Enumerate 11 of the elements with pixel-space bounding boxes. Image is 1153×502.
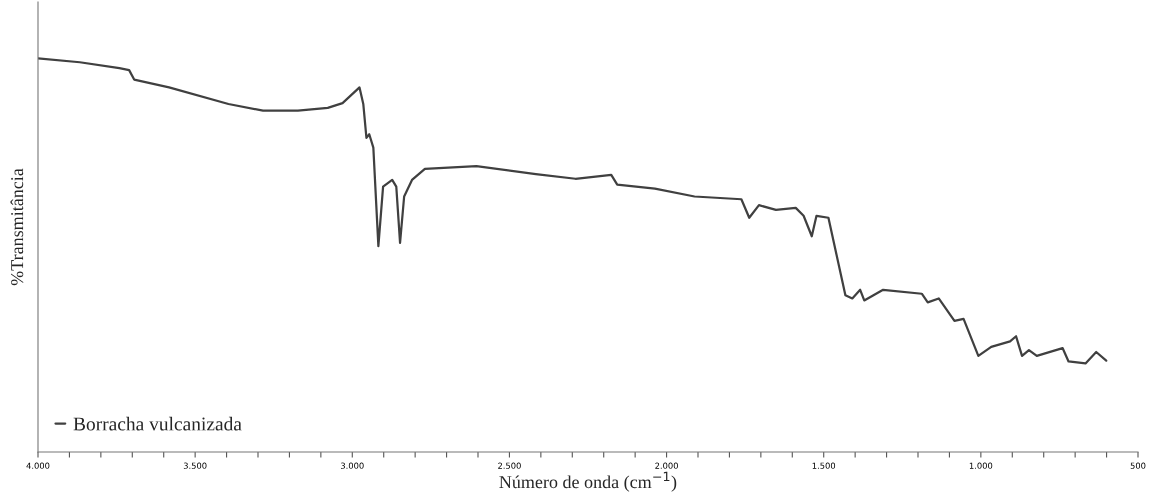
x-tick-label: 500 [1130,462,1146,469]
x-tick-label: 4.000 [26,462,50,469]
legend-label: Borracha vulcanizada [73,416,242,431]
x-tick-label: 2.000 [655,462,678,469]
x-tick-label: 3.000 [340,462,364,469]
y-axis-title: %Transmitância [10,168,24,286]
x-axis-title: Número de onda (cm$^{−1}$) [499,471,677,492]
x-tick-label: 1.500 [812,462,836,469]
x-tick-label: 2.500 [498,462,521,469]
x-tick-label: 3.500 [183,462,207,469]
x-tick-label: 1.000 [969,462,993,469]
